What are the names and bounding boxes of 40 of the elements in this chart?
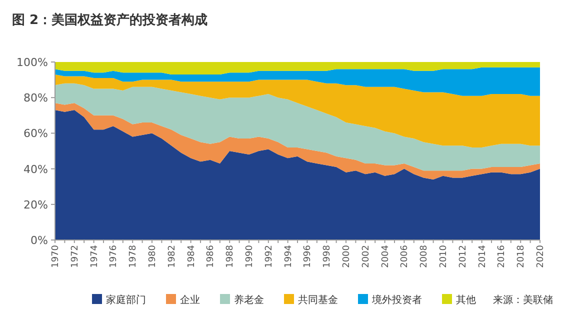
x-tick-label: 2012 (458, 245, 468, 268)
x-tick-label: 2002 (361, 245, 372, 268)
x-tick-label: 1996 (303, 244, 314, 268)
x-tick-label: 1982 (167, 245, 178, 268)
chart-title: 图 2：美国权益资产的投资者构成 (12, 12, 208, 28)
y-tick-label: 60% (24, 127, 48, 140)
y-tick-label: 20% (24, 198, 48, 212)
y-tick-label: 0% (30, 234, 48, 247)
x-tick-label: 1986 (206, 244, 216, 268)
x-tick-label: 1970 (51, 244, 61, 268)
x-tick-label: 2018 (516, 244, 527, 268)
legend-label: 家庭部门 (106, 294, 146, 306)
x-tick-label: 1974 (90, 244, 100, 268)
x-tick-label: 1984 (186, 244, 197, 268)
legend-label: 共同基金 (298, 294, 338, 306)
x-tick-label: 1978 (128, 244, 139, 268)
legend-label: 其他 (456, 294, 476, 306)
x-tick-label: 1994 (284, 244, 294, 268)
x-tick-label: 1972 (70, 245, 80, 268)
x-tick-label: 2006 (400, 244, 410, 268)
x-tick-label: 2016 (497, 244, 508, 268)
x-tick-label: 2014 (478, 244, 488, 268)
legend-label: 养老金 (234, 294, 264, 306)
x-tick-label: 2000 (342, 244, 352, 268)
x-tick-label: 2010 (439, 244, 449, 268)
x-tick-label: 1980 (148, 244, 158, 268)
x-tick-label: 2020 (536, 244, 546, 268)
source-note: 来源：美联储 (493, 294, 553, 306)
legend-label: 企业 (180, 294, 200, 306)
y-tick-label: 40% (24, 162, 48, 176)
x-tick-label: 1992 (264, 245, 274, 268)
x-tick-label: 1990 (245, 244, 255, 268)
y-tick-label: 100% (16, 56, 48, 69)
x-tick-label: 2004 (380, 244, 391, 268)
x-tick-label: 1976 (109, 244, 120, 268)
x-tick-label: 2008 (420, 244, 430, 268)
legend-label: 境外投资者 (371, 294, 422, 306)
y-tick-label: 80% (24, 92, 48, 105)
x-tick-label: 1988 (226, 244, 236, 268)
x-tick-label: 1998 (322, 244, 333, 268)
